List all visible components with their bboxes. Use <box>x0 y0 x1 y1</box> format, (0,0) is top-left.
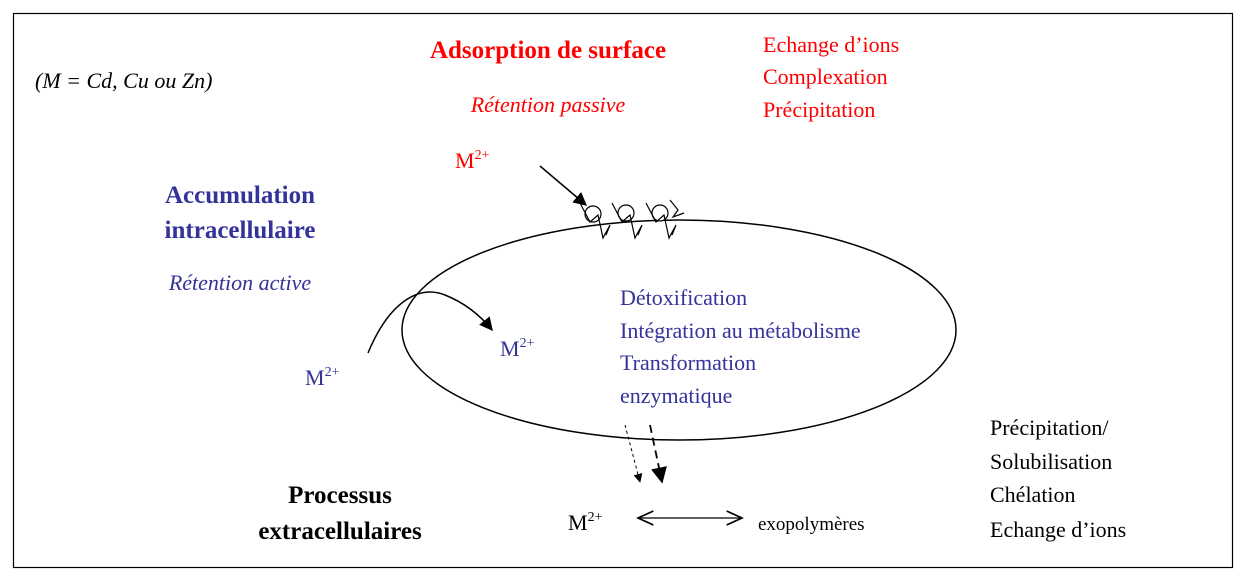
mechanism: Echange d’ions <box>990 517 1126 542</box>
excretion-arrow <box>649 424 667 484</box>
extracellular-title: Processus <box>288 482 392 509</box>
ion: M2+ <box>500 336 535 361</box>
mechanism: Intégration au métabolisme <box>620 318 861 343</box>
mechanism: Transformation <box>620 350 756 375</box>
ion-charge: 2+ <box>520 336 535 351</box>
surface-title: Adsorption de surface <box>430 37 666 64</box>
frame <box>12 12 1234 569</box>
mechanism: enzymatique <box>620 383 732 408</box>
surface-subtitle: Rétention passive <box>470 92 626 117</box>
excretion-arrow <box>624 424 643 483</box>
ion-symbol: M <box>568 510 588 535</box>
ion-charge: 2+ <box>588 510 603 525</box>
ion: M2+ <box>455 148 490 173</box>
mechanism: Détoxification <box>620 285 747 310</box>
mechanism: Précipitation/ <box>990 415 1109 440</box>
adsorption-arrow <box>539 165 588 206</box>
note: (M = Cd, Cu ou Zn) <box>35 68 212 93</box>
mechanism: Complexation <box>763 64 888 89</box>
mechanism: Précipitation <box>763 97 875 122</box>
intracellular-subtitle: Rétention active <box>168 270 312 295</box>
ion: M2+ <box>568 510 603 535</box>
uptake-arrow <box>367 291 493 354</box>
ion-charge: 2+ <box>475 148 490 163</box>
mechanism: Chélation <box>990 482 1076 507</box>
intracellular-title: intracellulaire <box>165 217 316 244</box>
partner: exopolymères <box>758 514 865 535</box>
surface-sites <box>579 199 685 240</box>
ion-symbol: M <box>455 148 475 173</box>
extracellular-title: extracellulaires <box>258 518 422 545</box>
mechanism: Echange d’ions <box>763 32 899 57</box>
ion-charge: 2+ <box>325 365 340 380</box>
mechanism: Solubilisation <box>990 449 1112 474</box>
ion: M2+ <box>305 365 340 390</box>
ion-symbol: M <box>500 336 520 361</box>
intracellular-title: Accumulation <box>165 182 315 209</box>
cell <box>401 219 957 441</box>
ion-symbol: M <box>305 365 325 390</box>
